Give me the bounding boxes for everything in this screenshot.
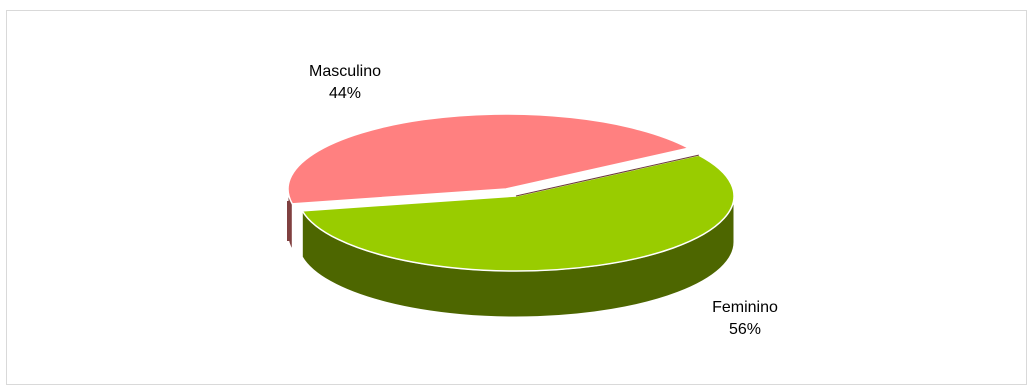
pie-side-edge-masculino — [287, 201, 290, 241]
slice-label-feminino-percent: 56% — [728, 321, 762, 338]
slice-label-masculino-category: Masculino — [308, 63, 382, 80]
pie-slice-separator — [515, 154, 699, 197]
slice-label-masculino: Masculino 44% — [275, 61, 415, 105]
pie-slice-feminino — [301, 154, 735, 272]
pie-chart — [287, 113, 735, 318]
slice-label-feminino-category: Feminino — [712, 299, 778, 316]
slice-label-masculino-percent: 44% — [328, 85, 362, 102]
slice-label-feminino: Feminino 56% — [675, 297, 815, 341]
chart-frame: Masculino 44% Feminino 56% — [6, 10, 1027, 385]
pie-slice-masculino — [287, 113, 691, 205]
